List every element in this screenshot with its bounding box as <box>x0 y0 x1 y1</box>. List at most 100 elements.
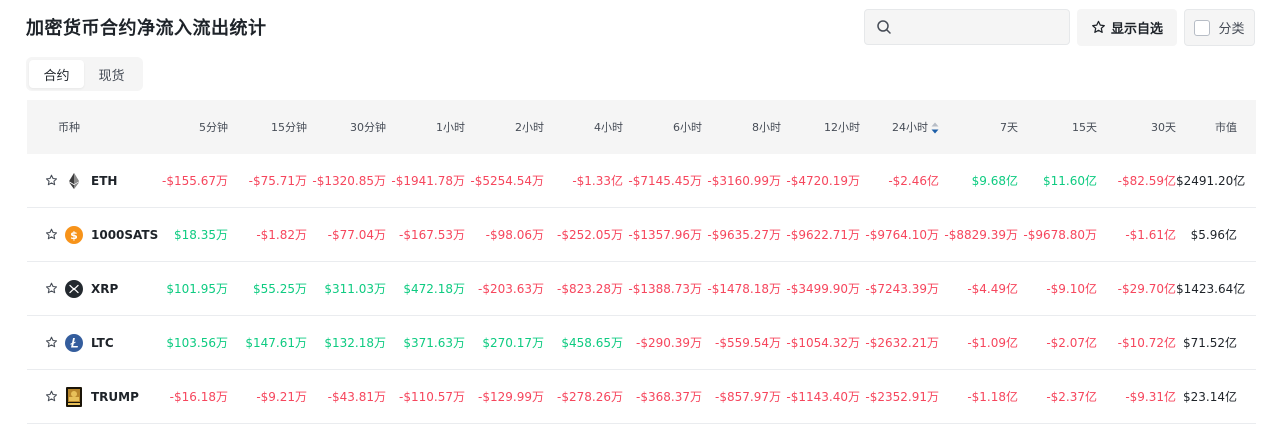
table-row[interactable]: LTC $103.56万 $147.61万 $132.18万 $371.63万 $270.… <box>27 316 1256 370</box>
netflow-value: -$75.71万 <box>248 174 307 188</box>
table-row[interactable]: ETH -$155.67万 -$75.71万 -$1320.85万 -$1941.78万… <box>27 154 1256 208</box>
col-header-15d[interactable]: 15天 <box>1072 121 1097 134</box>
sort-icon <box>931 122 939 134</box>
netflow-value: $147.61万 <box>245 336 307 350</box>
coin-cell: XRP <box>27 279 161 298</box>
netflow-value: -$3160.99万 <box>707 174 781 188</box>
col-header-7d[interactable]: 7天 <box>1000 121 1018 134</box>
netflow-value: -$1388.73万 <box>628 282 702 296</box>
show-watchlist-button[interactable]: 显示自选 <box>1077 9 1177 46</box>
col-header-4h[interactable]: 4小时 <box>594 121 623 134</box>
col-header-5m[interactable]: 5分钟 <box>199 121 228 134</box>
favorite-star-icon[interactable] <box>45 228 58 241</box>
netflow-value: -$1.82万 <box>256 228 307 242</box>
table-body: ETH -$155.67万 -$75.71万 -$1320.85万 -$1941.78万… <box>27 154 1256 424</box>
col-header-12h[interactable]: 12小时 <box>824 121 860 134</box>
netflow-value: -$8829.39万 <box>944 228 1018 242</box>
netflow-value: -$368.37万 <box>636 390 702 404</box>
netflow-value: -$1357.96万 <box>628 228 702 242</box>
coin-symbol[interactable]: ETH <box>91 173 118 188</box>
col-header-24h-label: 24小时 <box>892 121 928 134</box>
svg-text:$: $ <box>70 229 78 242</box>
coin-symbol[interactable]: TRUMP <box>91 389 139 404</box>
col-header-market-cap[interactable]: 市值 <box>1215 121 1237 134</box>
netflow-value: $11.60亿 <box>1043 174 1097 188</box>
ltc-icon <box>65 333 83 352</box>
eth-icon <box>65 172 83 190</box>
table-header: 币种 5分钟 15分钟 30分钟 1小时 2小时 4小时 6小时 8小时 12小… <box>27 100 1256 154</box>
coin-cell: ETH <box>27 172 161 190</box>
netflow-value: -$16.18万 <box>169 390 228 404</box>
favorite-star-icon[interactable] <box>45 390 58 403</box>
netflow-value: -$1.61亿 <box>1125 228 1176 242</box>
netflow-value: -$2.07亿 <box>1046 336 1097 350</box>
netflow-value: -$9764.10万 <box>865 228 939 242</box>
netflow-table: 币种 5分钟 15分钟 30分钟 1小时 2小时 4小时 6小时 8小时 12小… <box>27 100 1256 424</box>
netflow-value: -$1.33亿 <box>572 174 623 188</box>
coin-cell: $1000SATS <box>27 225 161 244</box>
netflow-value: -$82.59亿 <box>1117 174 1176 188</box>
col-header-24h[interactable]: 24小时 <box>860 119 939 135</box>
netflow-value: -$823.28万 <box>557 282 623 296</box>
netflow-value: -$110.57万 <box>399 390 465 404</box>
netflow-value: -$9622.71万 <box>786 228 860 242</box>
market-cap-value: $23.14亿 <box>1183 390 1237 404</box>
search-box[interactable] <box>864 9 1070 46</box>
coin-symbol[interactable]: LTC <box>91 335 114 350</box>
search-icon <box>877 20 891 34</box>
category-checkbox[interactable] <box>1194 19 1211 36</box>
netflow-value: -$1478.18万 <box>707 282 781 296</box>
netflow-value: -$2632.21万 <box>865 336 939 350</box>
table-row[interactable]: TRUMP -$16.18万 -$9.21万 -$43.81万 -$110.57万 -$1… <box>27 370 1256 424</box>
coin-symbol[interactable]: 1000SATS <box>91 227 159 242</box>
market-cap-value: $5.96亿 <box>1190 228 1237 242</box>
netflow-value: -$278.26万 <box>557 390 623 404</box>
netflow-value: -$2.37亿 <box>1046 390 1097 404</box>
netflow-value: -$2352.91万 <box>865 390 939 404</box>
star-icon <box>1092 20 1105 33</box>
sats-icon: $ <box>65 225 83 244</box>
netflow-value: $55.25万 <box>253 282 307 296</box>
coin-symbol[interactable]: XRP <box>91 281 119 296</box>
col-header-8h[interactable]: 8小时 <box>752 121 781 134</box>
col-header-1h[interactable]: 1小时 <box>436 121 465 134</box>
favorite-star-icon[interactable] <box>45 282 58 295</box>
netflow-value: -$98.06万 <box>485 228 544 242</box>
table-row[interactable]: $1000SATS $18.35万 -$1.82万 -$77.04万 -$167.53万… <box>27 208 1256 262</box>
col-header-30m[interactable]: 30分钟 <box>350 121 386 134</box>
netflow-value: -$203.63万 <box>478 282 544 296</box>
netflow-value: $9.68亿 <box>971 174 1018 188</box>
netflow-value: -$77.04万 <box>327 228 386 242</box>
col-header-30d[interactable]: 30天 <box>1151 121 1176 134</box>
netflow-value: -$1.09亿 <box>967 336 1018 350</box>
col-header-coin: 币种 <box>58 121 80 134</box>
market-cap-value: $1423.64亿 <box>1176 282 1246 296</box>
table-row[interactable]: XRP $101.95万 $55.25万 $311.03万 $472.18万 -$203.… <box>27 262 1256 316</box>
netflow-value: $18.35万 <box>174 228 228 242</box>
netflow-value: -$9.10亿 <box>1046 282 1097 296</box>
netflow-value: -$155.67万 <box>162 174 228 188</box>
col-header-6h[interactable]: 6小时 <box>673 121 702 134</box>
netflow-value: -$1054.32万 <box>786 336 860 350</box>
netflow-value: -$9635.27万 <box>707 228 781 242</box>
netflow-value: -$1320.85万 <box>312 174 386 188</box>
favorite-star-icon[interactable] <box>45 174 58 187</box>
netflow-value: $103.56万 <box>166 336 228 350</box>
category-toggle[interactable]: 分类 <box>1184 9 1255 46</box>
netflow-value: $311.03万 <box>324 282 386 296</box>
market-cap-value: $71.52亿 <box>1183 336 1237 350</box>
page-title: 加密货币合约净流入流出统计 <box>26 18 267 39</box>
netflow-value: -$10.72亿 <box>1117 336 1176 350</box>
netflow-value: $101.95万 <box>166 282 228 296</box>
netflow-value: -$5254.54万 <box>470 174 544 188</box>
col-header-2h[interactable]: 2小时 <box>515 121 544 134</box>
netflow-value: -$4.49亿 <box>967 282 1018 296</box>
search-input[interactable] <box>899 10 1063 46</box>
tab-futures[interactable]: 合约 <box>29 60 84 88</box>
netflow-value: -$7145.45万 <box>628 174 702 188</box>
tab-spot[interactable]: 现货 <box>98 68 125 84</box>
col-header-15m[interactable]: 15分钟 <box>271 121 307 134</box>
favorite-star-icon[interactable] <box>45 336 58 349</box>
netflow-value: -$1143.40万 <box>786 390 860 404</box>
netflow-value: -$857.97万 <box>715 390 781 404</box>
